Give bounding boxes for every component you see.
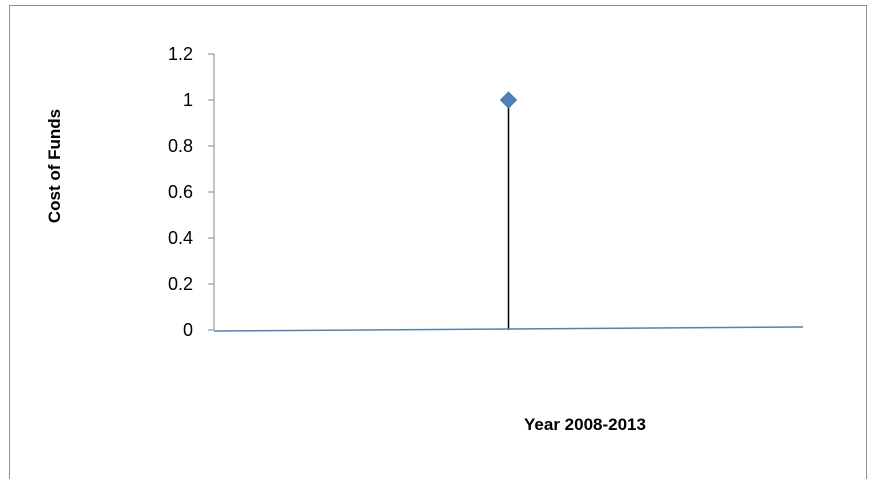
chart-frame <box>9 5 867 479</box>
series-lines <box>213 326 804 332</box>
x-axis-title: Year 2008-2013 <box>524 415 646 434</box>
y-tick-label: 1.2 <box>168 44 193 64</box>
baseline-series-line <box>213 326 804 332</box>
y-ticks: 0 0.2 0.4 0.6 0.8 1 1.2 <box>168 44 214 340</box>
y-tick-label: 0.4 <box>168 228 193 248</box>
y-tick-label: 1 <box>183 90 193 110</box>
y-tick-label: 0 <box>183 320 193 340</box>
y-tick-label: 0.6 <box>168 182 193 202</box>
y-tick-label: 0.8 <box>168 136 193 156</box>
y-axis-title: Cost of Funds <box>45 109 64 223</box>
data-point-diamond <box>499 91 518 109</box>
y-tick-label: 0.2 <box>168 274 193 294</box>
markers <box>499 91 518 109</box>
